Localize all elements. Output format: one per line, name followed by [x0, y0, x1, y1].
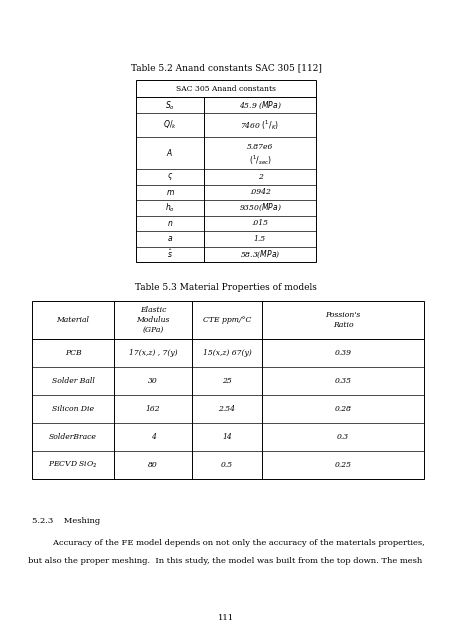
Text: $m$: $m$	[165, 188, 174, 196]
Text: 0.5: 0.5	[221, 461, 233, 469]
Text: $S_o$: $S_o$	[165, 99, 175, 111]
Text: $Q/_{k}$: $Q/_{k}$	[163, 119, 177, 131]
Text: 0.28: 0.28	[334, 405, 351, 413]
Text: CTE ppm/°C: CTE ppm/°C	[202, 316, 251, 324]
Text: 162: 162	[145, 405, 160, 413]
Text: Elastic
Modulus
(GPa): Elastic Modulus (GPa)	[136, 306, 169, 334]
Text: .0942: .0942	[249, 188, 270, 196]
Text: $A$: $A$	[166, 147, 173, 159]
Text: 45.9 ($MPa$): 45.9 ($MPa$)	[238, 100, 281, 111]
Text: 0.25: 0.25	[334, 461, 351, 469]
Text: 80: 80	[148, 461, 157, 469]
Text: 14: 14	[221, 433, 231, 441]
Text: 15(x,z) 67(y): 15(x,z) 67(y)	[202, 349, 251, 357]
Text: 9350($MPa$): 9350($MPa$)	[238, 202, 281, 213]
Text: Table 5.2 Anand constants SAC 305 [112]: Table 5.2 Anand constants SAC 305 [112]	[130, 63, 321, 72]
Text: 17(x,z) , 7(y): 17(x,z) , 7(y)	[129, 349, 177, 357]
Text: 0.3: 0.3	[336, 433, 348, 441]
Text: 30: 30	[148, 377, 157, 385]
Text: Table 5.3 Material Properties of models: Table 5.3 Material Properties of models	[135, 284, 316, 292]
Text: PECVD SiO$_2$: PECVD SiO$_2$	[48, 460, 97, 470]
Bar	[136, 80, 315, 262]
Text: 5.87e6: 5.87e6	[246, 143, 272, 150]
Text: $h_o$: $h_o$	[165, 202, 175, 214]
Text: $a$: $a$	[166, 234, 173, 243]
Text: $n$: $n$	[166, 219, 173, 228]
Bar	[32, 301, 423, 479]
Text: 25: 25	[221, 377, 231, 385]
Text: 58.3($MPa$): 58.3($MPa$)	[239, 248, 280, 260]
Text: .015: .015	[251, 220, 268, 227]
Text: 2.54: 2.54	[218, 405, 235, 413]
Text: Accuracy of the FE model depends on not only the accuracy of the materials prope: Accuracy of the FE model depends on not …	[32, 539, 424, 547]
Text: PCB: PCB	[64, 349, 81, 357]
Text: $\varsigma$: $\varsigma$	[166, 172, 173, 182]
Text: 2: 2	[257, 173, 262, 180]
Text: $(^1/_{sec})$: $(^1/_{sec})$	[248, 153, 271, 167]
Text: SAC 305 Anand constants: SAC 305 Anand constants	[175, 84, 276, 93]
Text: Possion's
Ratio: Possion's Ratio	[325, 311, 360, 329]
Text: SolderBrace: SolderBrace	[49, 433, 97, 441]
Text: Silicon Die: Silicon Die	[52, 405, 94, 413]
Text: 0.35: 0.35	[334, 377, 351, 385]
Text: 7460 $(^1/_K)$: 7460 $(^1/_K)$	[240, 118, 279, 132]
Text: Solder Ball: Solder Ball	[51, 377, 94, 385]
Text: but also the proper meshing.  In this study, the model was built from the top do: but also the proper meshing. In this stu…	[28, 557, 421, 565]
Text: $\hat{s}$: $\hat{s}$	[167, 248, 173, 260]
Text: 0.39: 0.39	[334, 349, 351, 357]
Text: 111: 111	[217, 614, 234, 622]
Text: 5.2.3    Meshing: 5.2.3 Meshing	[32, 517, 100, 525]
Text: Material: Material	[56, 316, 89, 324]
Text: 4: 4	[150, 433, 155, 441]
Text: 1.5: 1.5	[253, 235, 266, 243]
